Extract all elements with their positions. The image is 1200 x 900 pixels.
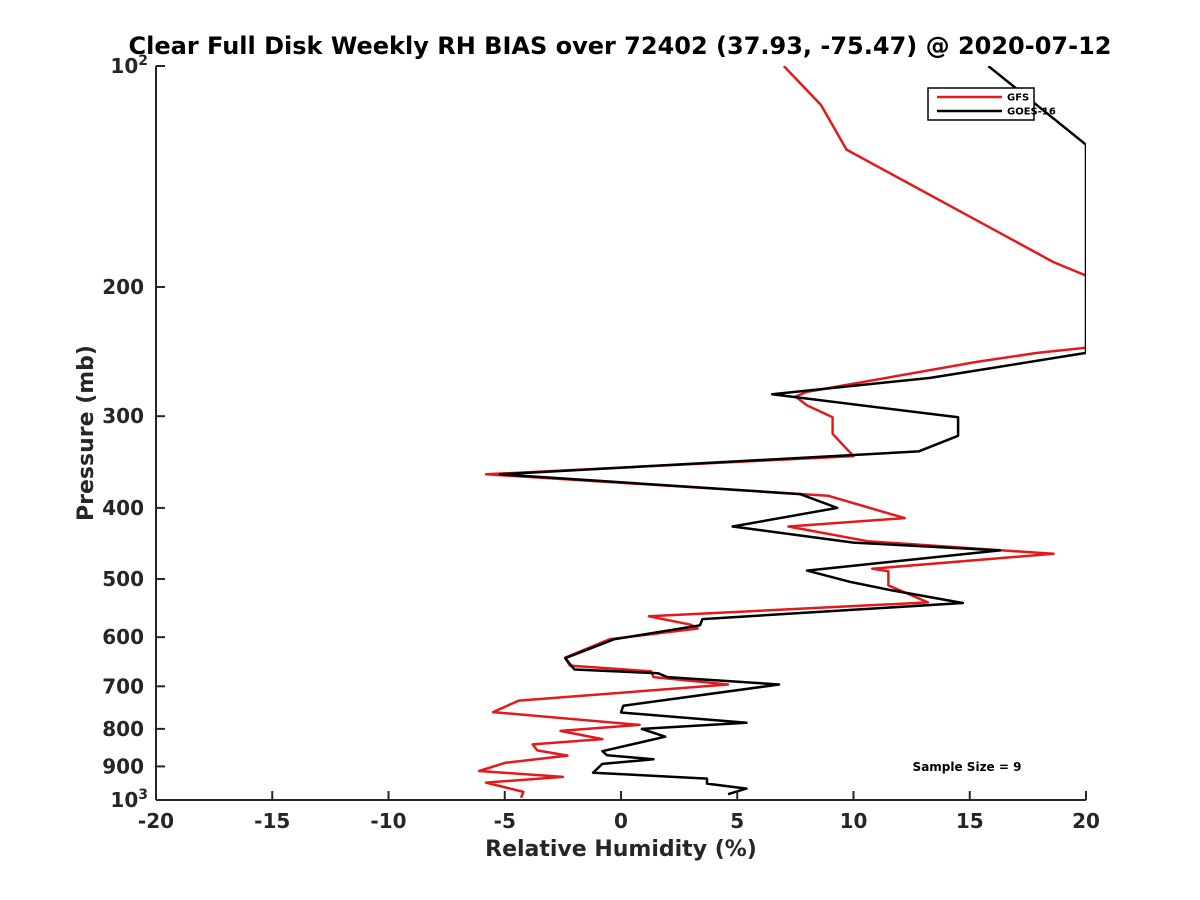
sample-size-annotation: Sample Size = 9	[913, 760, 1022, 774]
x-tick-label: 0	[614, 809, 628, 833]
x-tick-label: -15	[254, 809, 290, 833]
legend-box	[927, 87, 1035, 121]
legend-label: GOES-16	[1007, 107, 1056, 118]
y-tick-label: 102	[110, 53, 148, 78]
x-axis-label: Relative Humidity (%)	[485, 837, 757, 862]
series-layer	[477, 66, 1086, 799]
legend-entries: GFS GOES-16	[937, 93, 1056, 118]
legend: GFS GOES-16	[927, 87, 1056, 121]
y-tick-label: 103	[110, 787, 148, 812]
legend-label: GFS	[1007, 93, 1029, 104]
chart-title: Clear Full Disk Weekly RH BIAS over 7240…	[129, 32, 1112, 60]
x-tick-label: -20	[138, 809, 174, 833]
x-tick-label: 5	[730, 809, 744, 833]
y-tick-label: 900	[102, 754, 144, 778]
plot-area: -20 -15 -10 -5 0 5 10 15 20 102 200 300 400 500 600 70…	[102, 53, 1100, 833]
y-tick-label: 800	[102, 717, 144, 741]
x-tick-label: 15	[956, 809, 984, 833]
y-tick-label: 300	[102, 404, 144, 428]
x-tick-label: -5	[494, 809, 516, 833]
x-tick-label: 20	[1072, 809, 1100, 833]
y-tick-label: 700	[102, 674, 144, 698]
y-tick-label: 200	[102, 275, 144, 299]
y-tick-label: 400	[102, 496, 144, 520]
y-ticks: 102 200 300 400 500 600 700 800 900 103	[102, 53, 165, 812]
y-tick-label: 600	[102, 625, 144, 649]
x-tick-label: 10	[840, 809, 868, 833]
y-tick-label: 500	[102, 567, 144, 591]
x-tick-label: -10	[370, 809, 406, 833]
series-line-goes-16	[498, 66, 1086, 796]
x-ticks: -20 -15 -10 -5 0 5 10 15 20	[138, 791, 1100, 833]
plot-background	[156, 66, 1086, 800]
y-axis-label: Pressure (mb)	[74, 345, 99, 521]
